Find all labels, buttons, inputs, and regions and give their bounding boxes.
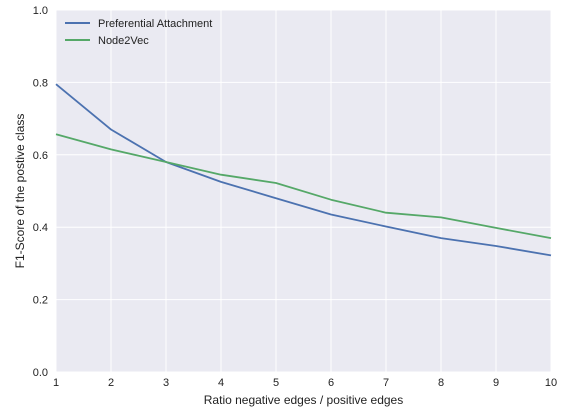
- y-tick-label: 1.0: [33, 5, 48, 17]
- x-tick-label: 5: [273, 377, 279, 389]
- gridlines: [55, 9, 552, 373]
- x-tick-label: 1: [53, 377, 59, 389]
- legend-label: Node2Vec: [98, 35, 149, 47]
- x-tick-label: 3: [163, 377, 169, 389]
- series-line-0: [55, 83, 552, 257]
- legend: Preferential Attachment Node2Vec: [65, 18, 212, 47]
- y-tick-label: 0.4: [33, 222, 48, 234]
- legend-label: Preferential Attachment: [98, 18, 212, 30]
- y-tick-label: 0.8: [33, 77, 48, 89]
- y-axis-label: F1-Score of the postive class: [13, 114, 27, 269]
- x-tick-label: 4: [218, 377, 224, 389]
- x-tick-label: 6: [328, 377, 334, 389]
- x-tick-labels: 1 2 3 4 5 6 7 8 9 10: [53, 377, 557, 389]
- x-tick-label: 7: [383, 377, 389, 389]
- x-axis-label: Ratio negative edges / positive edges: [204, 393, 403, 407]
- y-tick-label: 0.6: [33, 150, 48, 162]
- series-lines: [55, 83, 552, 257]
- y-tick-labels: 0.0 0.2 0.4 0.6 0.8 1.0: [33, 5, 48, 379]
- y-tick-label: 0.0: [33, 367, 48, 379]
- x-tick-label: 2: [108, 377, 114, 389]
- series-line-1: [55, 133, 552, 239]
- x-tick-label: 9: [493, 377, 499, 389]
- y-tick-label: 0.2: [33, 295, 48, 307]
- x-tick-label: 10: [545, 377, 557, 389]
- x-tick-label: 8: [438, 377, 444, 389]
